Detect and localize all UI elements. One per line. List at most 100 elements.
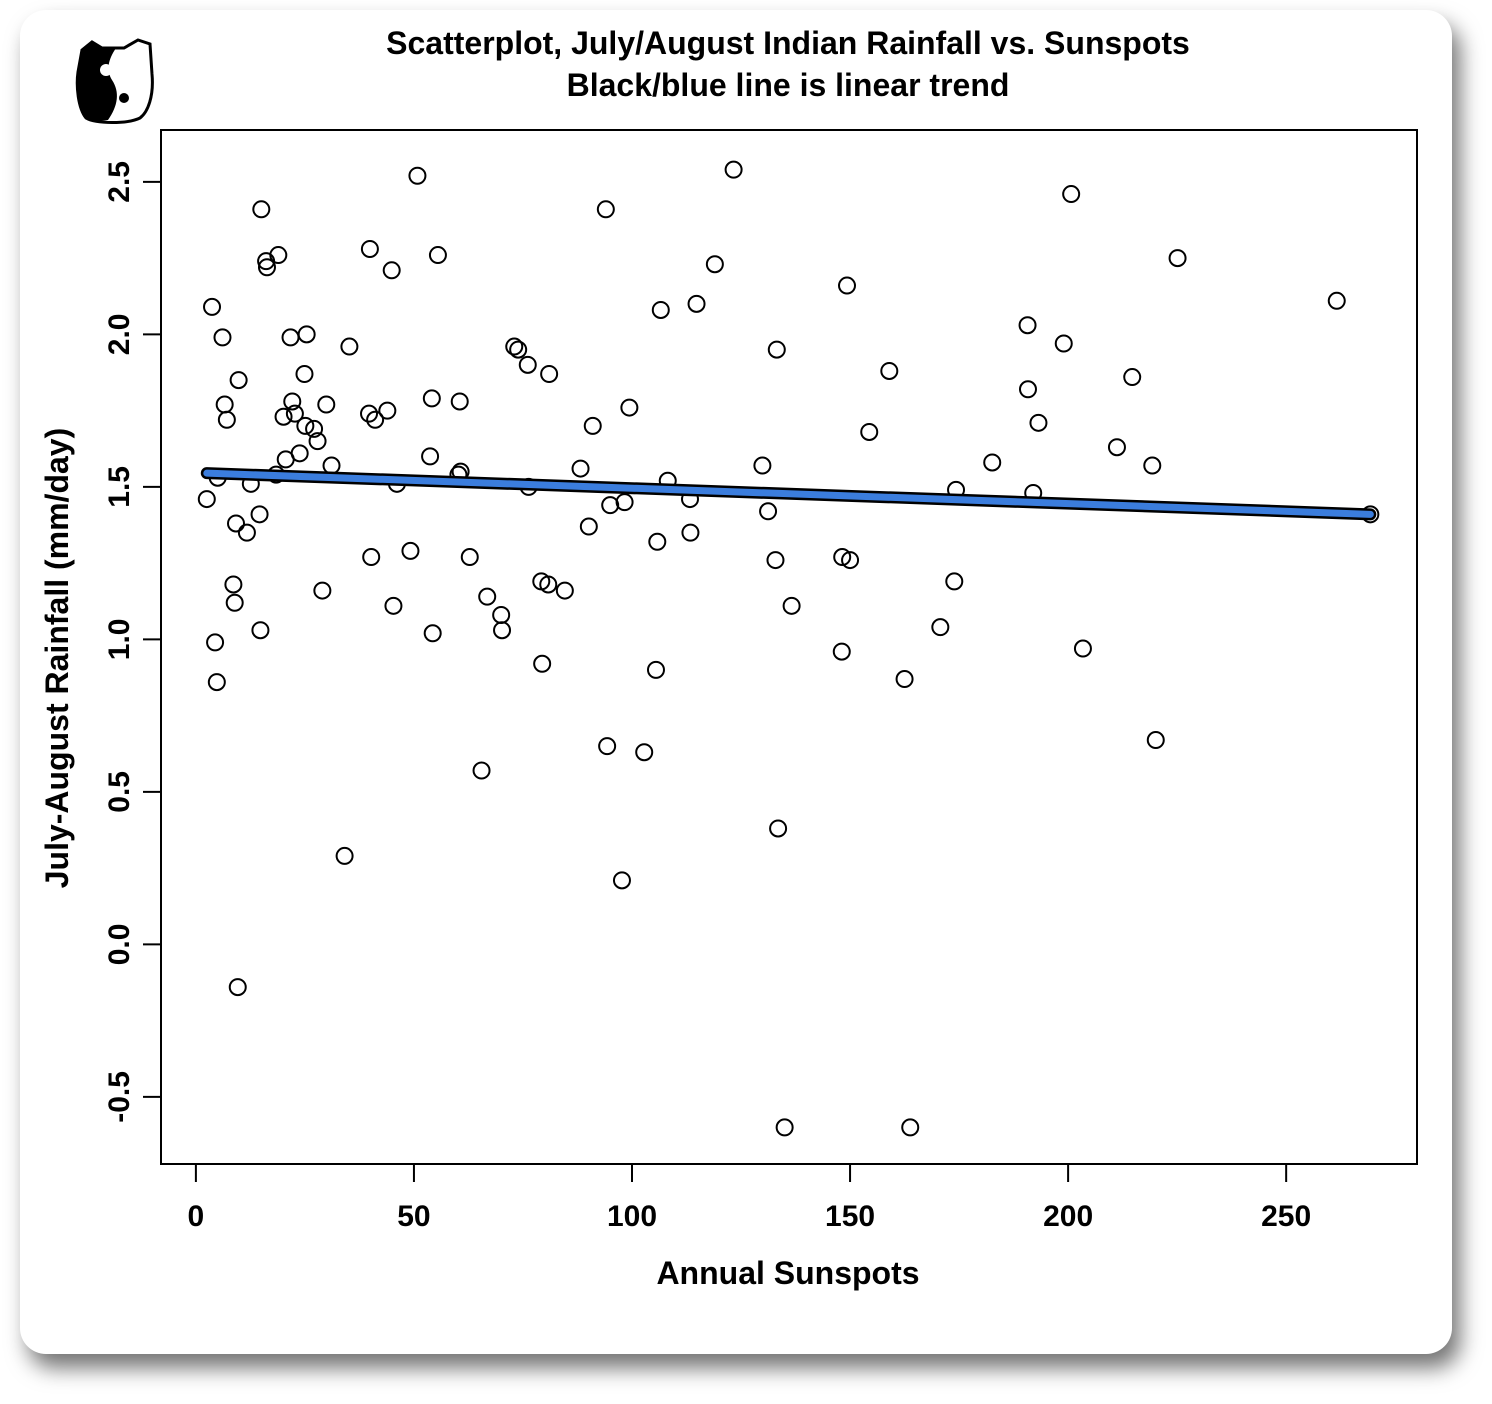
data-point [322,456,341,475]
data-point [651,300,670,319]
data-point [252,200,271,219]
x-tick-label: 250 [1261,1200,1311,1233]
data-point [401,541,420,560]
data-point [478,587,497,606]
data-point [681,523,700,542]
data-point [1054,334,1073,353]
data-point [366,410,385,429]
data-point [360,404,379,423]
data-point [251,621,270,640]
data-point [290,444,309,463]
data-point [296,416,315,435]
x-tick-label: 0 [188,1200,205,1233]
y-axis-title: July-August Rainfall (mm/day) [39,428,75,889]
y-tick-label: 0.5 [103,771,136,813]
data-point [767,340,786,359]
data-point [317,395,336,414]
data-point [596,200,615,219]
data-point [421,447,440,466]
data-point [838,276,857,295]
yin-yang-cat-icon [75,38,154,124]
data-point [382,261,401,280]
data-point [724,160,743,179]
data-point [1073,639,1092,658]
data-point [1168,249,1187,268]
data-point [207,673,226,692]
data-point [1018,380,1037,399]
data-point [492,605,511,624]
y-tick-label: 2.0 [103,314,136,356]
chart-title: Scatterplot, July/August Indian Rainfall… [386,25,1190,61]
data-point [229,371,248,390]
data-point [505,337,524,356]
data-point [472,761,491,780]
data-point [555,581,574,600]
data-point [203,297,222,316]
data-point [285,404,304,423]
data-point [297,325,316,344]
data-point [601,496,620,515]
data-point [540,365,559,384]
data-point [1018,316,1037,335]
data-point [782,596,801,615]
y-axis: -0.5 0.0 0.5 1.0 1.5 2.0 2.5 [103,161,162,1123]
data-point [384,596,403,615]
data-point [1143,456,1162,475]
plot-frame [160,129,1418,1165]
data-point [579,517,598,536]
data-point [901,1118,920,1137]
x-tick-label: 50 [397,1200,430,1233]
data-point [615,493,634,512]
x-tick-label: 200 [1043,1200,1093,1233]
data-point [895,670,914,689]
data-point [880,361,899,380]
data-point [225,593,244,612]
data-point [283,392,302,411]
data-point [224,575,243,594]
data-point [583,416,602,435]
data-point [509,340,528,359]
data-point [1123,368,1142,387]
data-point [450,392,469,411]
data-point [646,660,665,679]
data-point [931,618,950,637]
data-point [423,624,442,643]
data-point [759,502,778,521]
data-point [250,505,269,524]
data-point [571,459,590,478]
data-point [295,365,314,384]
data-point [228,978,247,997]
chart-subtitle: Black/blue line is linear trend [567,67,1010,103]
data-point [206,633,225,652]
data-point [832,642,851,661]
data-point [1107,438,1126,457]
data-point [1062,185,1081,204]
data-point [460,548,479,567]
x-tick-label: 100 [607,1200,657,1233]
data-point [428,246,447,265]
data-point [705,255,724,274]
data-point [775,1118,794,1137]
data-point [833,548,852,567]
data-point [841,551,860,570]
data-point [769,819,788,838]
chart-card: Scatterplot, July/August Indian Rainfall… [20,10,1452,1354]
data-point [612,871,631,890]
data-point [422,389,441,408]
data-point [753,456,772,475]
data-point [197,490,216,509]
data-point [257,258,276,277]
data-point [340,337,359,356]
y-tick-label: 2.5 [103,161,136,203]
data-point [362,548,381,567]
data-point [860,422,879,441]
data-point [687,294,706,313]
y-tick-label: 1.0 [103,619,136,661]
data-point [378,401,397,420]
x-axis-title: Annual Sunspots [656,1255,919,1291]
data-point [281,328,300,347]
trend-line [200,467,1377,521]
data-point [215,395,234,414]
data-point [217,410,236,429]
trend-line-fill [203,469,1374,518]
